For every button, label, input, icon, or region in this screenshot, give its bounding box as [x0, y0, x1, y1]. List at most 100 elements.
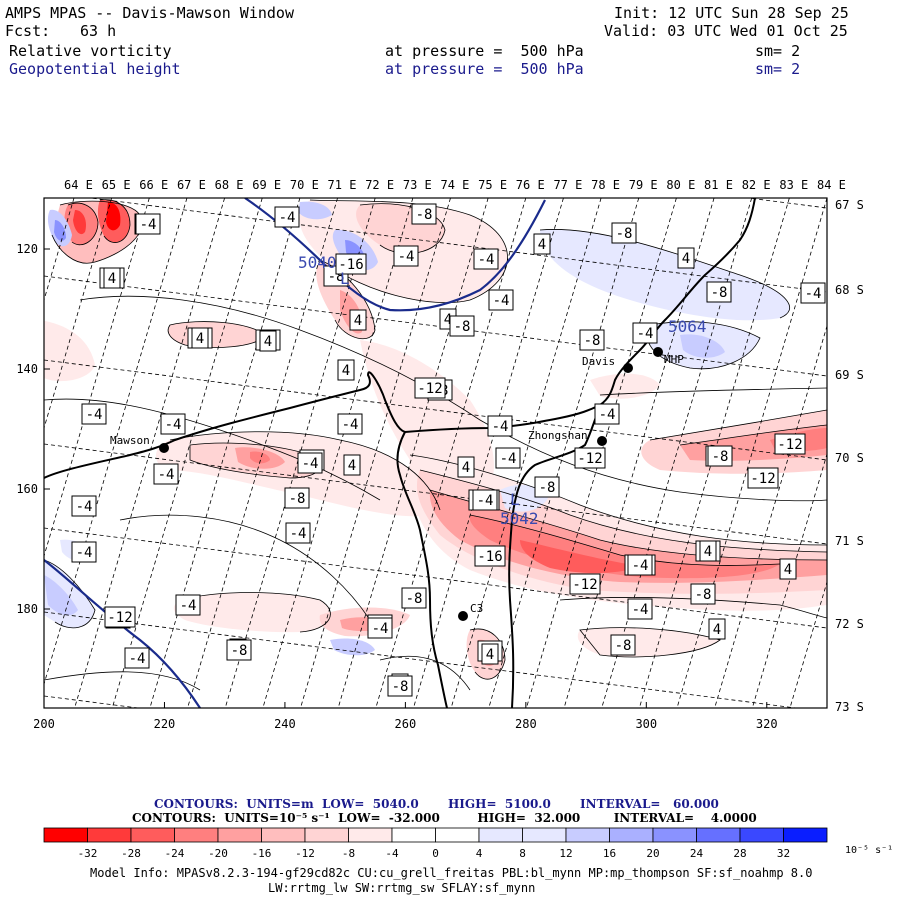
vorticity-label: 4 [708, 618, 726, 640]
x-tick-label: 200 [33, 717, 55, 731]
colorbar-label: 20 [646, 847, 659, 860]
colorbar-swatch [565, 827, 610, 843]
lat-label: 73 S [835, 700, 864, 714]
vorticity-label: -4 [487, 415, 513, 437]
svg-text:L: L [340, 269, 350, 288]
x-tick-label: 320 [756, 717, 778, 731]
plot-frame [43, 197, 828, 709]
svg-text:-4: -4 [290, 526, 307, 542]
vorticity-label: -8 [534, 476, 560, 498]
svg-text:-4: -4 [492, 419, 509, 435]
x-axis-labels: 200 220 240 260 280 300 320 [33, 717, 777, 731]
lat-label: 71 S [835, 534, 864, 548]
meridian-line [224, 198, 376, 708]
meridian-line [74, 198, 225, 708]
svg-text:-8: -8 [289, 491, 306, 507]
vorticity-label: -12 [774, 433, 806, 455]
vorticity-label: 4 [699, 540, 717, 562]
vorticity-label: -12 [414, 377, 446, 399]
vorticity-label: -4 [800, 282, 826, 304]
vorticity-label: -12 [747, 467, 779, 489]
height-labels: 5040 5064 5042 [298, 253, 707, 528]
lat-label: 70 S [835, 451, 864, 465]
low-markers: L L [340, 269, 520, 509]
colorbar: -32 -28 -24 -20 -16 -12 -8 -4 0 4 8 12 16 20 24 28 32 10… [43, 827, 893, 860]
svg-text:-8: -8 [712, 449, 729, 465]
colorbar-label: -16 [252, 847, 272, 860]
colorbar-label: -20 [208, 847, 228, 860]
field1-level: at pressure = 500 hPa [385, 42, 584, 60]
x-tick-label: 300 [635, 717, 657, 731]
forecast-hour: 63 h [80, 22, 117, 40]
lon-label: 74 E [441, 178, 470, 192]
meridian-line [601, 198, 753, 708]
colorbar-unit: 10⁻⁵ s⁻¹ [845, 845, 893, 856]
lon-label: 64 E [64, 178, 93, 192]
svg-text:-12: -12 [577, 451, 602, 467]
model-info: Model Info: MPASv8.2.3-194-gf29cd82c CU:… [90, 866, 813, 880]
svg-text:-8: -8 [392, 679, 409, 695]
vorticity-label: -4 [160, 413, 186, 435]
svg-text:-12: -12 [777, 437, 802, 453]
colorbar-label: 8 [519, 847, 526, 860]
colorbar-label: -4 [385, 847, 399, 860]
vorticity-label: -4 [71, 541, 97, 563]
svg-text:-4: -4 [477, 493, 494, 509]
station-dot-c3 [458, 611, 468, 621]
meridian-line [44, 198, 150, 558]
lonlat-grid [44, 198, 827, 708]
vorticity-label: -4 [594, 403, 620, 425]
svg-text:4: 4 [462, 460, 470, 476]
vorticity-label: -4 [297, 452, 323, 474]
vorticity-label: 4 [259, 330, 277, 352]
svg-text:4: 4 [486, 647, 494, 663]
height-label: 5040 [298, 253, 337, 272]
vorticity-label: -4 [488, 289, 514, 311]
vorticity-label: 4 [779, 558, 797, 580]
svg-text:L: L [510, 490, 520, 509]
meridian-line [300, 198, 451, 708]
vorticity-label: -4 [81, 403, 107, 425]
colorbar-label: 12 [559, 847, 572, 860]
meridian-line [413, 198, 564, 708]
svg-text:-4: -4 [632, 558, 649, 574]
svg-text:-8: -8 [539, 480, 556, 496]
vorticity-label: -8 [387, 675, 413, 697]
vorticity-label: 4 [337, 359, 355, 381]
meridian-line [488, 198, 640, 708]
svg-text:-8: -8 [695, 587, 712, 603]
meridian-line [262, 198, 414, 708]
station-label-mhp: MHP [664, 353, 684, 366]
parallel-line [44, 527, 827, 629]
latitude-labels: 67 S 68 S 69 S 70 S 71 S 72 S 73 S [835, 198, 864, 714]
lon-label: 75 E [478, 178, 507, 192]
lon-label: 73 E [403, 178, 432, 192]
vorticity-label: -4 [71, 495, 97, 517]
vorticity-label: -4 [632, 322, 658, 344]
meridian-line [714, 324, 827, 708]
vorticity-label: -4 [285, 522, 311, 544]
svg-text:-12: -12 [572, 577, 597, 593]
colorbar-swatch [304, 827, 349, 843]
meridian-line [337, 198, 489, 708]
colorbar-swatch [87, 827, 132, 843]
svg-text:4: 4 [704, 544, 712, 560]
colorbar-label: -12 [295, 847, 315, 860]
meridian-line [44, 198, 113, 430]
vorticity-label: -8 [401, 587, 427, 609]
svg-text:-16: -16 [338, 257, 363, 273]
svg-text:-4: -4 [637, 326, 654, 342]
svg-text:-4: -4 [478, 252, 495, 268]
station-label-c3: C3 [470, 602, 483, 615]
meridian-line [149, 198, 301, 708]
svg-text:4: 4 [713, 622, 721, 638]
svg-text:4: 4 [784, 562, 792, 578]
colorbar-label: 4 [476, 847, 483, 860]
parallel-line [44, 359, 827, 461]
svg-text:-4: -4 [500, 451, 517, 467]
station-dot-davis [623, 363, 633, 373]
colorbar-swatch [478, 827, 523, 843]
vorticity-label: -4 [175, 594, 201, 616]
parallel-line [44, 443, 827, 545]
svg-text:-8: -8 [416, 207, 433, 223]
